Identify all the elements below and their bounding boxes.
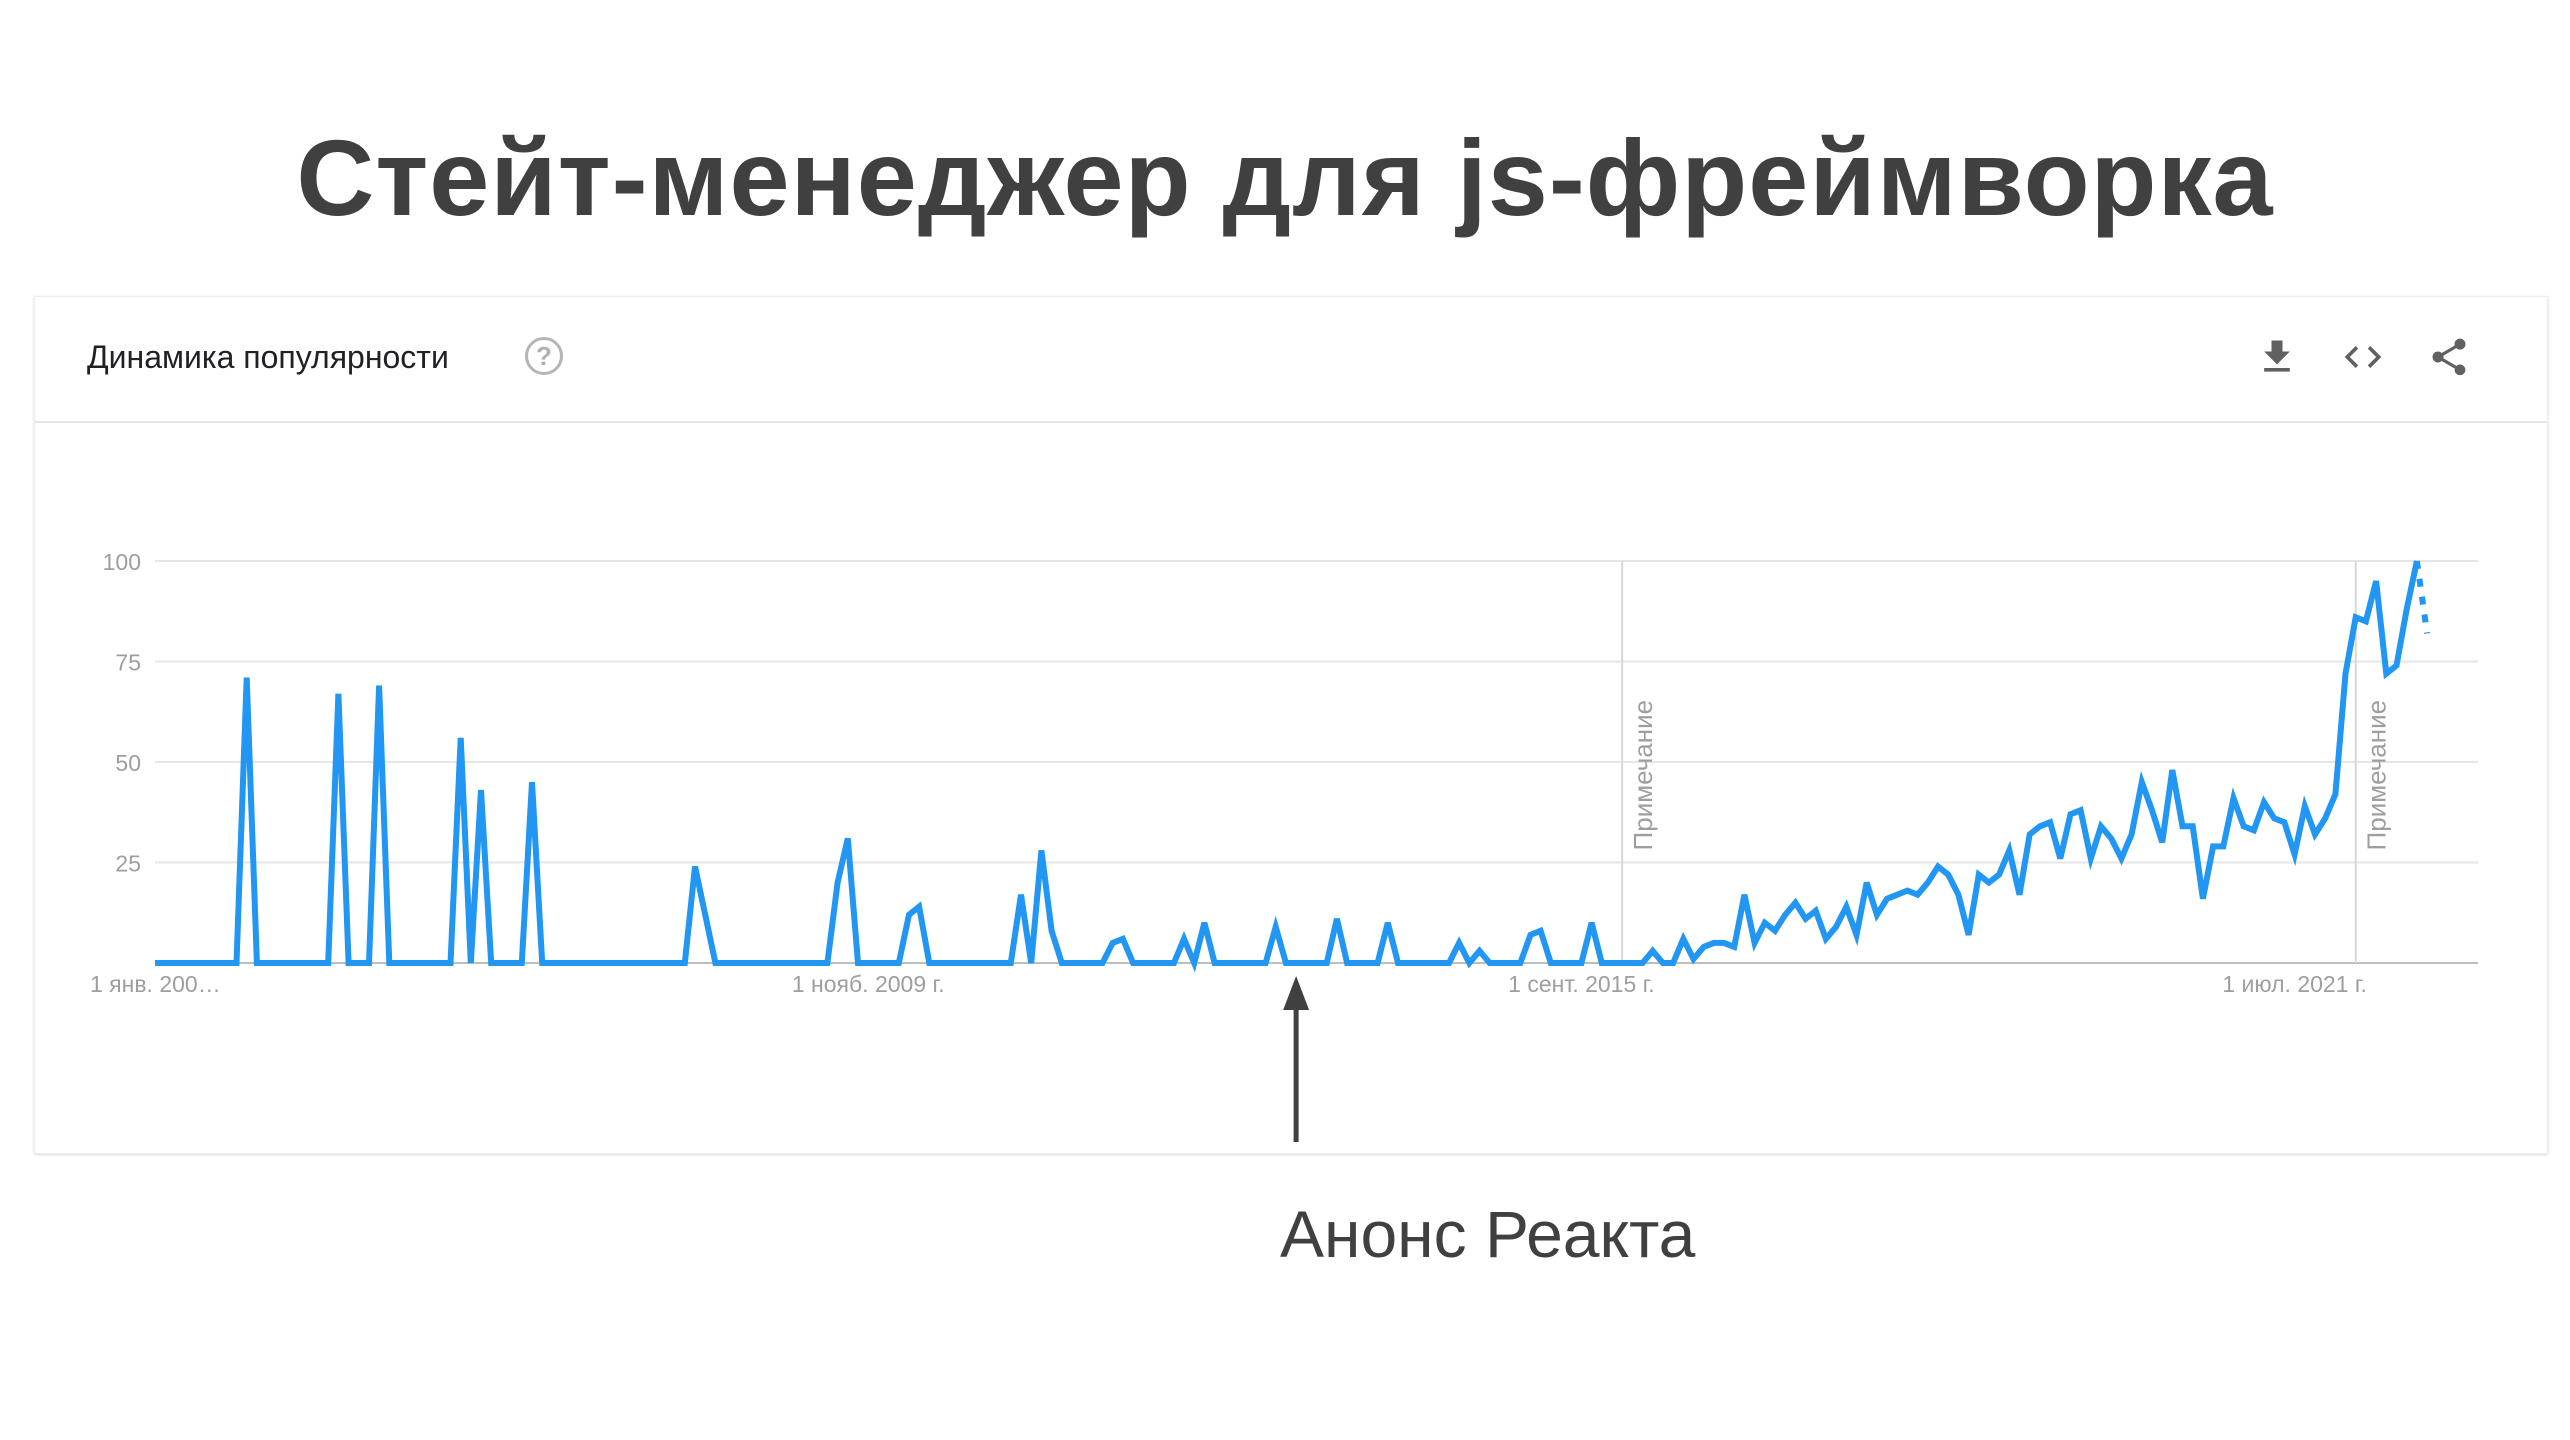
y-tick-label: 25 bbox=[115, 851, 141, 877]
embed-code-icon[interactable] bbox=[2341, 335, 2385, 379]
y-tick-label: 75 bbox=[115, 650, 141, 676]
trend-card: Динамика популярности ? bbox=[34, 296, 2548, 1154]
series-line bbox=[155, 560, 2420, 973]
card-header: Динамика популярности ? bbox=[35, 297, 2547, 423]
x-tick-label: 1 янв. 200… bbox=[90, 971, 221, 997]
x-tick-label: 1 нояб. 2009 г. bbox=[792, 971, 945, 997]
arrow-up-icon bbox=[1283, 976, 1310, 1010]
card-title: Динамика популярности bbox=[87, 339, 449, 375]
download-icon[interactable] bbox=[2255, 335, 2299, 379]
y-tick-label: 50 bbox=[115, 750, 141, 776]
y-tick-label: 100 bbox=[103, 549, 141, 575]
x-tick-label: 1 июл. 2021 г. bbox=[2222, 971, 2367, 997]
series-line-partial bbox=[2413, 560, 2431, 634]
slide-title: Стейт-менеджер для js-фреймворка bbox=[296, 117, 2274, 238]
annotation-label: Анонс Реакта bbox=[1280, 1197, 1696, 1271]
x-tick-label: 1 сент. 2015 г. bbox=[1508, 971, 1654, 997]
note-label: Примечание bbox=[2362, 700, 2392, 851]
share-icon[interactable] bbox=[2427, 335, 2471, 379]
help-circle-icon[interactable]: ? bbox=[525, 337, 563, 375]
note-label: Примечание bbox=[1628, 700, 1658, 851]
